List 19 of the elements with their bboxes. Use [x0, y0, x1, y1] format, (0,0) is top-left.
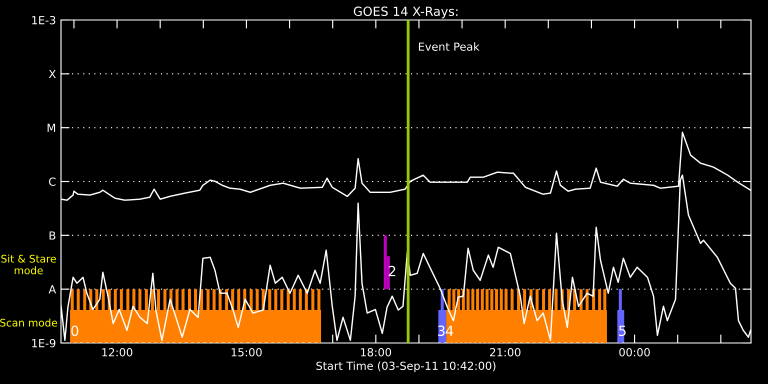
y-tick-label: A: [48, 285, 56, 294]
x-tick-label: 21:00: [490, 348, 520, 356]
y-tick-label: 1E-3: [32, 16, 56, 24]
bar: [384, 235, 387, 290]
y-tick-label: 1E-9: [32, 338, 56, 348]
x-axis-title: Start Time (03-Sep-11 10:42:00): [316, 361, 496, 372]
annotation: 0: [71, 326, 78, 336]
y-tick-label: B: [50, 231, 56, 240]
x-tick-label: 12:00: [102, 348, 132, 356]
text: Scan mode: [0, 318, 58, 327]
chart-title: GOES 14 X-Rays:: [354, 6, 458, 18]
x-tick-label: 00:00: [619, 348, 650, 356]
x-tick-label: 15:00: [232, 348, 262, 356]
y-tick-label: C: [49, 177, 56, 186]
ref-line-label: Event Peak: [418, 42, 480, 51]
y-tick-label: M: [48, 124, 56, 132]
y-tick-label: X: [48, 70, 56, 78]
text: Sit & Stare mode: [1, 254, 56, 274]
x-tick-label: 18:00: [361, 348, 392, 356]
